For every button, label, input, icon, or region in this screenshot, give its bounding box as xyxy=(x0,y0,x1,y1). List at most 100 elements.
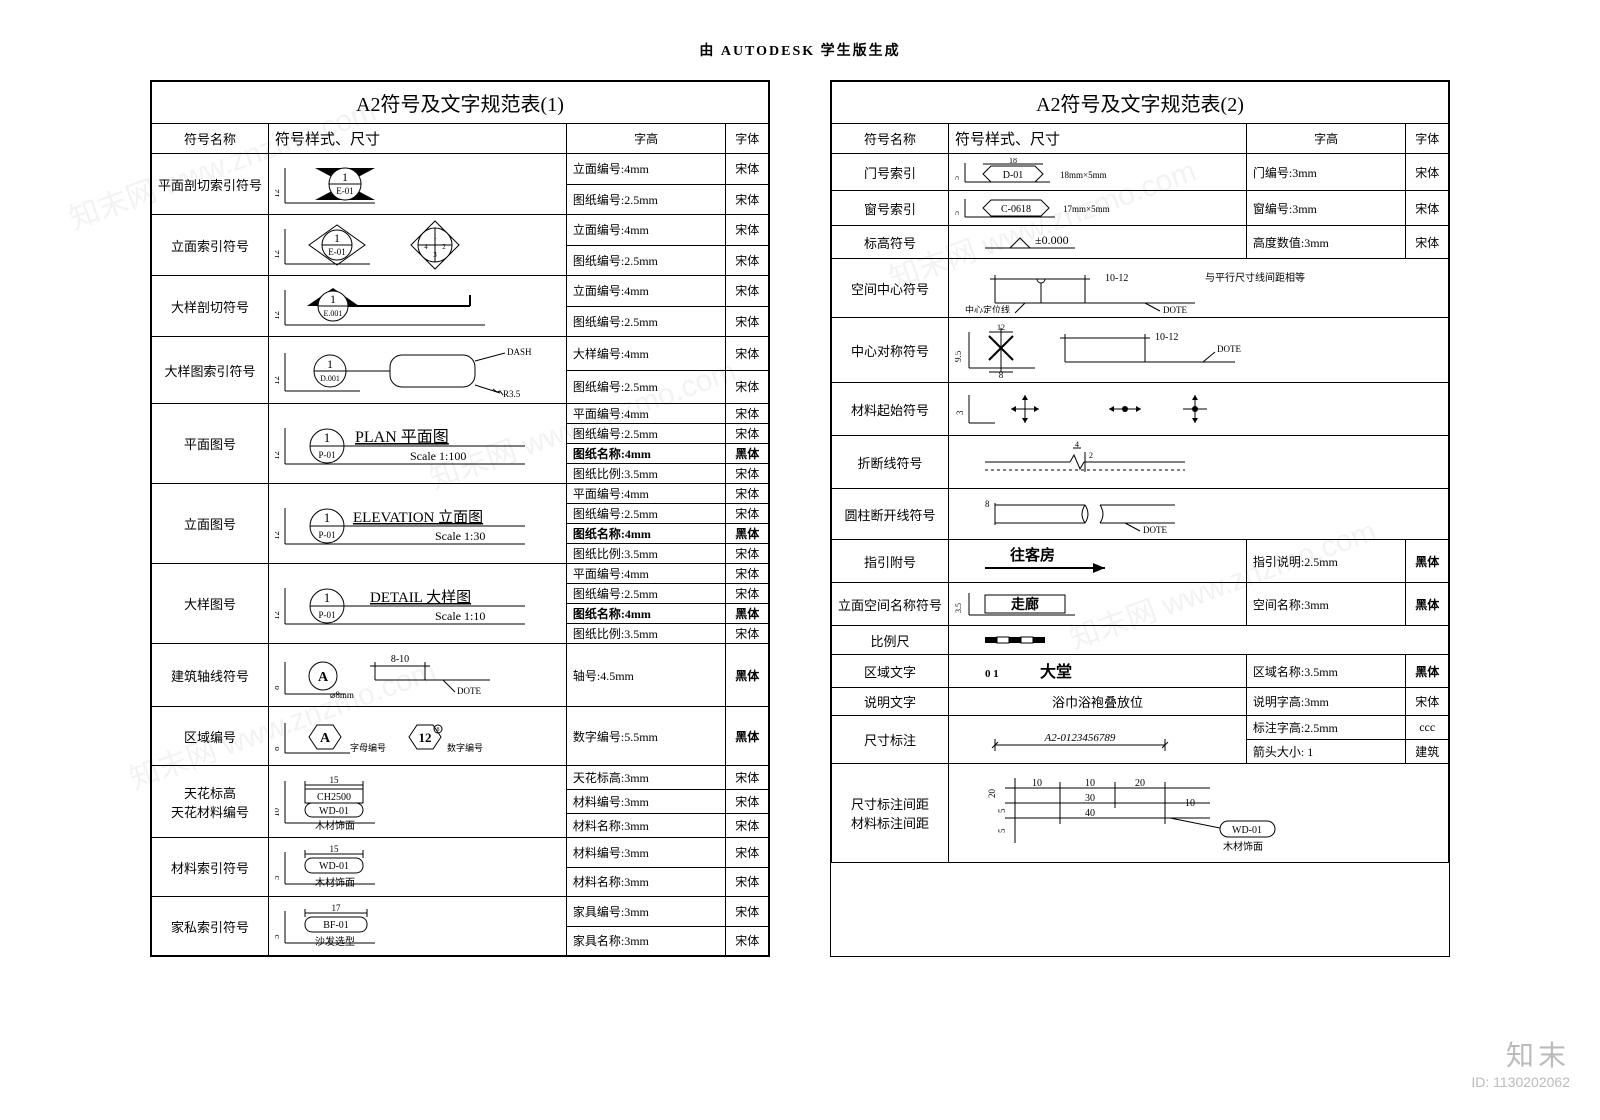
svg-text:12: 12 xyxy=(997,323,1005,332)
symbol-detail-number: 12 1 P-01 DETAIL 大样图 Scale 1:10 xyxy=(269,564,567,644)
svg-text:2: 2 xyxy=(442,243,446,251)
font: 宋体 xyxy=(726,404,769,424)
svg-text:±0.000: ±0.000 xyxy=(1035,233,1069,247)
row-name: 立面图号 xyxy=(152,484,269,564)
svg-text:12: 12 xyxy=(419,730,432,745)
row-name: 空间中心符号 xyxy=(832,259,949,318)
zh: 材料编号:3mm xyxy=(566,790,726,814)
font: 宋体 xyxy=(726,766,769,790)
svg-text:17: 17 xyxy=(332,903,342,913)
svg-text:1: 1 xyxy=(324,590,331,605)
svg-text:往客房: 往客房 xyxy=(1010,546,1055,564)
font: 宋体 xyxy=(726,838,769,868)
svg-text:15: 15 xyxy=(330,844,340,854)
svg-text:R3.5: R3.5 xyxy=(503,389,521,399)
zh: 立面编号:4mm xyxy=(566,154,726,185)
row-name: 天花标高 天花材料编号 xyxy=(152,766,269,838)
svg-text:⌀8mm: ⌀8mm xyxy=(330,690,354,700)
row-name: 指引附号 xyxy=(832,540,949,583)
svg-text:8: 8 xyxy=(437,727,440,733)
svg-text:E-01: E-01 xyxy=(336,186,354,196)
svg-text:18mm×5mm: 18mm×5mm xyxy=(1060,170,1107,180)
svg-text:DETAIL 大样图: DETAIL 大样图 xyxy=(370,589,471,606)
svg-text:DOTE: DOTE xyxy=(1143,525,1167,535)
svg-text:与平行尺寸线间距相等: 与平行尺寸线间距相等 xyxy=(1205,271,1305,284)
svg-text:5: 5 xyxy=(275,875,281,880)
svg-text:WD-01: WD-01 xyxy=(1232,825,1262,836)
zh: 平面编号:4mm xyxy=(566,484,726,504)
svg-text:字母编号: 字母编号 xyxy=(350,742,386,753)
svg-text:2: 2 xyxy=(1089,451,1093,460)
zh: 天花标高:3mm xyxy=(566,766,726,790)
row-name: 材料起始符号 xyxy=(832,383,949,436)
font: 宋体 xyxy=(726,624,769,644)
zh: 图纸编号:2.5mm xyxy=(566,584,726,604)
svg-text:DOTE: DOTE xyxy=(1217,344,1241,354)
row-name: 大样图号 xyxy=(152,564,269,644)
svg-text:1: 1 xyxy=(324,510,331,525)
row-name: 大样剖切符号 xyxy=(152,276,269,337)
row-name: 立面空间名称符号 xyxy=(832,583,949,626)
watermark-logo: 知末 xyxy=(1471,1034,1570,1074)
symbol-material-start: 3 xyxy=(949,383,1449,436)
zh: 材料名称:3mm xyxy=(566,814,726,838)
table1-title: A2符号及文字规范表(1) xyxy=(152,82,769,124)
svg-text:5: 5 xyxy=(955,176,961,180)
svg-text:5: 5 xyxy=(997,828,1007,833)
font: 黑体 xyxy=(1406,540,1449,583)
symbol-detail-index: 12 1 D.001 DASH R3.5 xyxy=(269,337,567,404)
svg-text:1: 1 xyxy=(342,170,348,184)
row-name: 材料索引符号 xyxy=(152,838,269,897)
th-sym: 符号样式、尺寸 xyxy=(269,124,567,154)
zh: 图纸编号:2.5mm xyxy=(566,184,726,215)
svg-text:10: 10 xyxy=(275,807,281,817)
zh: 指引说明:2.5mm xyxy=(1246,540,1406,583)
watermark-id: ID: 1130202062 xyxy=(1471,1074,1570,1090)
svg-text:0 1: 0 1 xyxy=(985,668,999,680)
th-name: 符号名称 xyxy=(152,124,269,154)
zh: 材料名称:3mm xyxy=(566,867,726,897)
svg-text:8-10: 8-10 xyxy=(391,654,409,665)
font: 宋体 xyxy=(726,184,769,215)
svg-text:WD-01: WD-01 xyxy=(319,806,349,817)
zh: 图纸编号:2.5mm xyxy=(566,306,726,337)
zh: 图纸比例:3.5mm xyxy=(566,464,726,484)
th-zh: 字高 xyxy=(1246,124,1406,154)
svg-text:12: 12 xyxy=(275,531,281,540)
symbol-cylinder-break: 8 DOTE xyxy=(949,489,1449,540)
svg-text:E.001: E.001 xyxy=(324,309,343,318)
zh: 大样编号:4mm xyxy=(566,337,726,371)
row-name: 大样图索引符号 xyxy=(152,337,269,404)
svg-text:4: 4 xyxy=(1075,440,1079,449)
spec-table-2: A2符号及文字规范表(2) 符号名称 符号样式、尺寸 字高 字体 门号索引 5 … xyxy=(830,80,1450,957)
svg-text:20: 20 xyxy=(987,789,997,799)
zh: 立面编号:4mm xyxy=(566,276,726,307)
svg-text:大堂: 大堂 xyxy=(1040,662,1072,681)
row-name: 区域文字 xyxy=(832,655,949,688)
svg-text:8: 8 xyxy=(275,685,281,690)
svg-text:18: 18 xyxy=(1009,158,1017,165)
zh: 立面编号:4mm xyxy=(566,215,726,246)
svg-text:40: 40 xyxy=(1085,808,1095,819)
svg-text:12: 12 xyxy=(275,611,281,620)
svg-text:30: 30 xyxy=(1085,793,1095,804)
font: 宋体 xyxy=(726,337,769,371)
svg-text:10: 10 xyxy=(1032,778,1042,789)
svg-text:D-01: D-01 xyxy=(1003,170,1024,181)
svg-text:CH2500: CH2500 xyxy=(317,792,351,803)
symbol-space-name: 3.5 走廊 xyxy=(949,583,1247,626)
svg-text:木材饰面: 木材饰面 xyxy=(315,819,355,832)
zh: 空间名称:3mm xyxy=(1246,583,1406,626)
zh: 图纸名称:4mm xyxy=(566,604,726,624)
font: 宋体 xyxy=(726,897,769,927)
symbol-space-center: 10-12 中心定位线 DOTE 与平行尺寸线间距相等 xyxy=(949,259,1449,318)
symbol-guide: 往客房 xyxy=(949,540,1247,583)
svg-text:9.5: 9.5 xyxy=(955,350,963,362)
zh: 图纸编号:2.5mm xyxy=(566,245,726,276)
row-name: 圆柱断开线符号 xyxy=(832,489,949,540)
zh: 家具编号:3mm xyxy=(566,897,726,927)
font: 宋体 xyxy=(726,790,769,814)
svg-text:沙发选型: 沙发选型 xyxy=(315,935,355,948)
svg-text:10: 10 xyxy=(1185,798,1195,809)
font: 宋体 xyxy=(726,370,769,404)
